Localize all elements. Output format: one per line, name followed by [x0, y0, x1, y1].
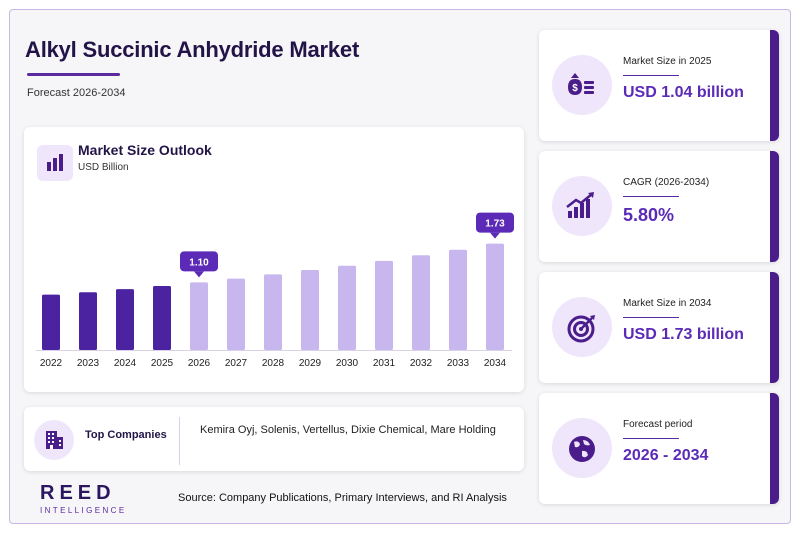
bar-2029	[301, 270, 319, 350]
money-bag-icon: $	[552, 55, 612, 115]
stat-value: USD 1.04 billion	[623, 84, 744, 101]
divider	[179, 417, 180, 465]
stat-card-cagr: CAGR (2026-2034) 5.80%	[539, 151, 779, 262]
globe-icon	[552, 418, 612, 478]
logo-tagline: INTELLIGENCE	[40, 506, 127, 515]
stat-rule	[623, 196, 679, 197]
x-tick-label: 2029	[299, 358, 322, 369]
stat-value: 5.80%	[623, 205, 675, 225]
x-tick-label: 2022	[40, 358, 63, 369]
stat-card-forecast-period: Forecast period 2026 - 2034	[539, 393, 779, 504]
stat-card-market-2034: Market Size in 2034 USD 1.73 billion	[539, 272, 779, 383]
bar-2032	[412, 255, 430, 350]
page-subtitle: Forecast 2026-2034	[27, 87, 126, 99]
bar-2034	[486, 243, 504, 350]
stat-label: CAGR (2026-2034)	[623, 177, 710, 188]
x-tick-label: 2034	[484, 358, 507, 369]
bar-2025	[153, 286, 171, 350]
bar-2027	[227, 278, 245, 350]
callout-label: 1.73	[485, 219, 505, 230]
page-title: Alkyl Succinic Anhydride Market	[25, 37, 360, 62]
x-tick-label: 2024	[114, 358, 137, 369]
bar-2023	[79, 292, 97, 350]
bar-2031	[375, 260, 393, 350]
bar-2024	[116, 289, 134, 350]
bar-2026	[190, 282, 208, 350]
x-tick-label: 2027	[225, 358, 248, 369]
top-companies-list: Kemira Oyj, Solenis, Vertellus, Dixie Ch…	[200, 424, 496, 436]
callout-label: 1.10	[189, 257, 209, 268]
card-accent	[770, 393, 779, 504]
x-tick-label: 2028	[262, 358, 285, 369]
stat-rule	[623, 75, 679, 76]
card-accent	[770, 272, 779, 383]
bar-2033	[449, 249, 467, 350]
growth-chart-icon	[552, 176, 612, 236]
bar-2030	[338, 265, 356, 350]
target-icon	[552, 297, 612, 357]
stat-rule	[623, 438, 679, 439]
bar-chart: 2022 2023 2024 2025 2026 2027 2028 2029 2030 2031…	[36, 212, 514, 369]
chart-card: Market Size Outlook USD Billion 2022 2023…	[24, 127, 524, 392]
top-companies-label: Top Companies	[85, 429, 167, 441]
callout-2034: 1.73	[476, 212, 514, 239]
svg-text:$: $	[572, 83, 578, 94]
stat-value: USD 1.73 billion	[623, 326, 744, 343]
logo-name: REED	[40, 482, 116, 504]
x-tick-label: 2032	[410, 358, 433, 369]
chart-unit: USD Billion	[78, 162, 129, 173]
bar-2028	[264, 274, 282, 350]
title-underline	[27, 73, 120, 76]
chart-title: Market Size Outlook	[78, 142, 212, 158]
x-tick-label: 2031	[373, 358, 396, 369]
stat-value: 2026 - 2034	[623, 447, 709, 464]
stat-label: Market Size in 2025	[623, 56, 712, 67]
card-accent	[770, 151, 779, 262]
bar-2022	[42, 294, 60, 350]
card-accent	[770, 30, 779, 141]
stat-label: Forecast period	[623, 419, 693, 430]
source-note: Source: Company Publications, Primary In…	[178, 492, 507, 504]
reed-intelligence-logo: REED INTELLIGENCE	[40, 482, 127, 515]
x-tick-label: 2026	[188, 358, 211, 369]
building-icon	[34, 420, 74, 460]
top-companies-card: Top Companies Kemira Oyj, Solenis, Verte…	[24, 407, 524, 471]
stat-rule	[623, 317, 679, 318]
bar-chart-icon	[37, 145, 73, 181]
x-tick-label: 2025	[151, 358, 174, 369]
x-tick-label: 2030	[336, 358, 359, 369]
x-tick-label: 2023	[77, 358, 100, 369]
x-tick-label: 2033	[447, 358, 470, 369]
stat-label: Market Size in 2034	[623, 298, 712, 309]
stat-card-market-2025: $ Market Size in 2025 USD 1.04 billion	[539, 30, 779, 141]
callout-2026: 1.10	[180, 251, 218, 278]
